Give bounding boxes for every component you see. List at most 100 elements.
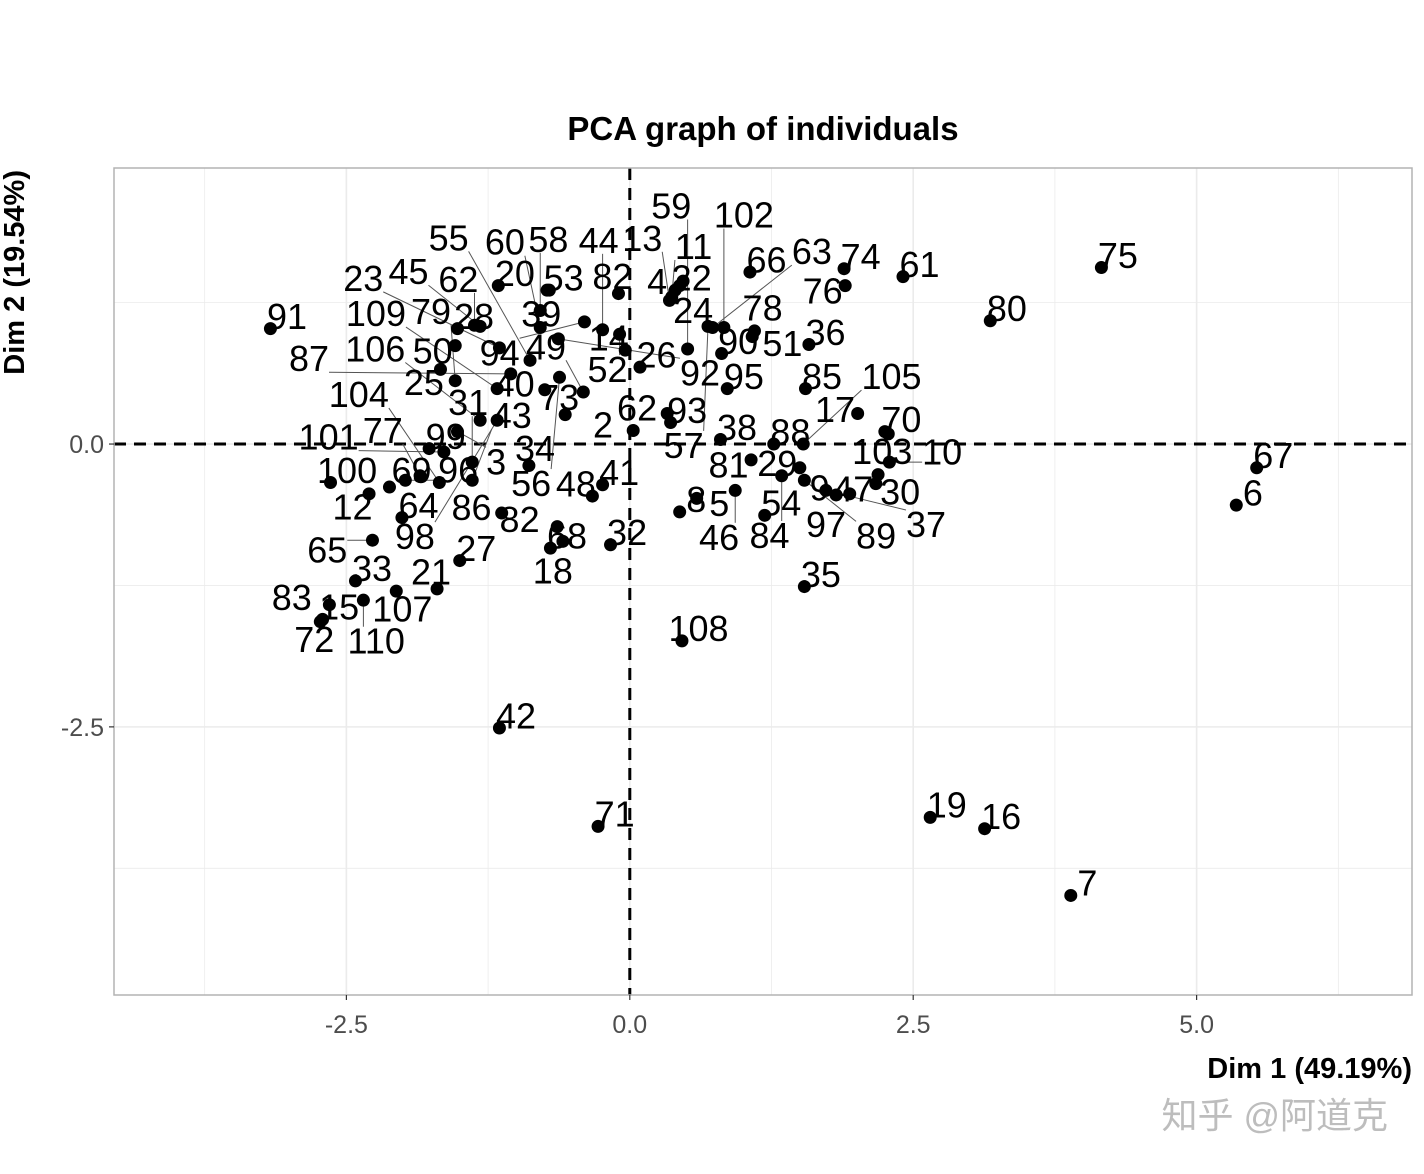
data-point bbox=[744, 453, 758, 467]
point-label: 80 bbox=[987, 288, 1027, 329]
point-label: 23 bbox=[343, 258, 383, 299]
point-label: 59 bbox=[651, 186, 691, 227]
data-point bbox=[450, 425, 464, 439]
point-label: 14 bbox=[589, 317, 629, 358]
data-point bbox=[433, 362, 447, 376]
data-point bbox=[767, 437, 781, 451]
x-tick-label: 2.5 bbox=[896, 1011, 931, 1039]
data-point bbox=[799, 382, 813, 396]
data-point bbox=[263, 322, 277, 336]
point-label: 20 bbox=[495, 253, 535, 294]
data-point bbox=[793, 461, 807, 475]
data-point bbox=[453, 554, 467, 568]
point-label: 43 bbox=[492, 395, 532, 436]
point-label: 110 bbox=[348, 621, 405, 662]
point-label: 12 bbox=[333, 487, 373, 528]
data-point bbox=[313, 615, 327, 629]
watermark: 知乎 @阿道克 bbox=[1161, 1095, 1388, 1136]
data-point bbox=[585, 489, 599, 503]
data-point bbox=[701, 319, 715, 333]
point-label: 52 bbox=[587, 349, 627, 390]
point-label: 62 bbox=[617, 387, 657, 428]
data-point bbox=[662, 293, 676, 307]
data-point bbox=[504, 367, 518, 381]
data-point bbox=[923, 810, 937, 824]
point-label: 82 bbox=[500, 499, 540, 540]
label-leader-line bbox=[329, 371, 511, 375]
data-point bbox=[558, 408, 572, 422]
data-point bbox=[551, 332, 565, 346]
data-point bbox=[664, 416, 678, 430]
point-label: 29 bbox=[757, 443, 797, 484]
point-label: 45 bbox=[388, 251, 428, 292]
data-point bbox=[717, 321, 731, 335]
data-point bbox=[491, 279, 505, 293]
data-point bbox=[611, 287, 625, 301]
point-label: 68 bbox=[547, 515, 587, 556]
data-point bbox=[681, 342, 695, 356]
point-label: 19 bbox=[927, 785, 967, 826]
data-point bbox=[533, 304, 547, 318]
data-point bbox=[1250, 461, 1264, 475]
point-label: 4 bbox=[647, 261, 667, 302]
point-label: 79 bbox=[411, 291, 451, 332]
x-axis-ticks: -2.5 0.0 2.5 5.0 bbox=[325, 995, 1214, 1039]
data-point bbox=[1229, 498, 1243, 512]
data-point bbox=[775, 469, 789, 483]
x-tick-label: -2.5 bbox=[325, 1011, 368, 1039]
y-axis-label: Dim 2 (19.54%) bbox=[0, 170, 31, 375]
label-leader-line bbox=[383, 291, 500, 349]
point-label: 61 bbox=[900, 244, 940, 285]
point-label: 94 bbox=[480, 332, 520, 373]
point-label: 11 bbox=[675, 226, 712, 267]
data-point bbox=[713, 433, 727, 447]
point-label: 64 bbox=[398, 485, 438, 526]
chart-title: PCA graph of individuals bbox=[567, 110, 958, 147]
point-label: 74 bbox=[841, 236, 881, 277]
point-label: 41 bbox=[599, 452, 639, 493]
point-label: 92 bbox=[680, 352, 720, 393]
point-label: 82 bbox=[592, 256, 632, 297]
data-point bbox=[797, 580, 811, 594]
point-label: 102 bbox=[714, 195, 774, 236]
data-point bbox=[1094, 261, 1108, 275]
data-point bbox=[533, 321, 547, 335]
label-leader-line bbox=[703, 326, 709, 431]
label-leader-line bbox=[712, 264, 793, 328]
point-label: 96 bbox=[438, 449, 478, 490]
data-point bbox=[490, 382, 504, 396]
x-axis-label: Dim 1 (49.19%) bbox=[1207, 1053, 1412, 1085]
point-label: 86 bbox=[452, 487, 492, 528]
data-point bbox=[553, 370, 567, 384]
point-label: 38 bbox=[717, 407, 757, 448]
point-label: 88 bbox=[770, 411, 810, 452]
point-label: 27 bbox=[456, 528, 496, 569]
data-point bbox=[576, 385, 590, 399]
point-label: 51 bbox=[762, 323, 802, 364]
data-point bbox=[673, 505, 687, 519]
data-point bbox=[473, 413, 487, 427]
data-point bbox=[542, 283, 556, 297]
data-point bbox=[837, 262, 851, 276]
point-label: 73 bbox=[539, 377, 579, 418]
point-label: 105 bbox=[861, 356, 921, 397]
point-label: 28 bbox=[454, 296, 494, 337]
data-point bbox=[430, 582, 444, 596]
point-label: 58 bbox=[528, 219, 568, 260]
point-label: 75 bbox=[1098, 235, 1138, 276]
label-leader-line bbox=[468, 251, 531, 361]
point-label: 39 bbox=[521, 293, 561, 334]
point-label: 15 bbox=[319, 587, 359, 628]
data-point bbox=[728, 483, 742, 497]
point-label: 46 bbox=[699, 517, 739, 558]
point-label: 70 bbox=[881, 399, 921, 440]
data-point bbox=[896, 270, 910, 284]
data-point bbox=[522, 459, 536, 473]
data-point bbox=[613, 327, 627, 341]
label-leader-line bbox=[404, 362, 481, 421]
point-label: 100 bbox=[317, 450, 377, 491]
point-label: 22 bbox=[672, 257, 712, 298]
point-label: 31 bbox=[448, 382, 488, 423]
point-label: 91 bbox=[267, 296, 307, 337]
